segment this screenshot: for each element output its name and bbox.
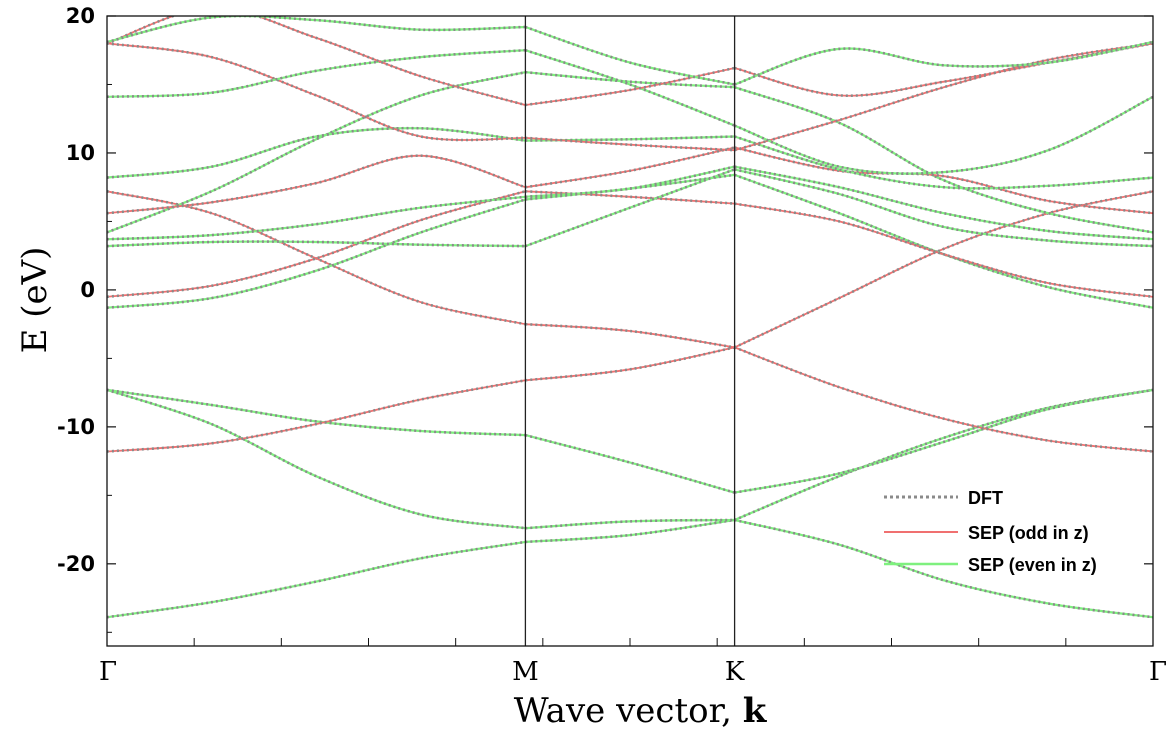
band-dft-40 (524, 48, 736, 127)
band-dft-0 (107, 540, 526, 619)
band-dft-46 (524, 25, 735, 86)
band-dft-7 (525, 433, 735, 494)
y-ticks: 20 10 0 -10 -20 (57, 4, 1153, 633)
band-dft-1 (525, 518, 735, 544)
x-tick-label-3: Γ (1149, 657, 1167, 687)
band-dft-18 (107, 190, 526, 299)
band-dft-42 (107, 16, 526, 107)
band-dft-29 (734, 85, 1153, 234)
band-dft-37 (525, 136, 735, 152)
legend-label-odd: SEP (odd in z) (968, 523, 1089, 543)
band-dft-2 (734, 518, 1153, 619)
band-dft-9 (107, 379, 526, 453)
band-dft-24 (107, 195, 526, 241)
band-dft-30 (107, 154, 526, 215)
band-dft-26 (734, 165, 1153, 241)
y-tick-label-3: -10 (57, 415, 95, 439)
band-dft-10 (525, 346, 735, 382)
band-dft-45 (107, 16, 526, 44)
band-sep-odd-38 (734, 42, 1153, 152)
y-axis-title: E (eV) (15, 247, 55, 354)
band-dft-8 (734, 388, 1153, 494)
band-dft-20 (734, 202, 1153, 299)
y-tick-label-0: 20 (66, 4, 95, 28)
band-sep-even-47 (734, 40, 1153, 86)
band-dft-41 (734, 95, 1153, 175)
legend-label-dft: DFT (968, 488, 1003, 508)
band-dft-32 (734, 146, 1153, 215)
x-tick-label-0: Γ (99, 657, 117, 687)
x-tick-label-1: M (512, 657, 539, 687)
band-dft-39 (107, 48, 526, 99)
band-lines (107, 16, 1153, 619)
band-dft-23 (734, 168, 1153, 248)
legend: DFT SEP (odd in z) SEP (even in z) (884, 488, 1097, 575)
band-dft-3 (107, 388, 526, 530)
band-dft-28 (525, 70, 735, 89)
y-tick-label-1: 10 (66, 141, 95, 165)
band-sep-odd-36 (107, 42, 526, 141)
band-dft-31 (525, 146, 735, 189)
band-dft-6 (107, 388, 526, 437)
y-tick-label-4: -20 (57, 552, 95, 576)
band-sep-even-21 (107, 240, 526, 248)
legend-label-even: SEP (even in z) (968, 555, 1097, 575)
x-axis-title-text: Wave vector, (514, 691, 743, 731)
band-dft-43 (525, 66, 735, 107)
band-dft-22 (524, 168, 736, 248)
band-sep-even-33 (107, 127, 526, 179)
band-dft-13 (525, 322, 735, 349)
x-axis-title: Wave vector, k (514, 691, 768, 731)
x-tick-label-2: K (725, 657, 745, 687)
y-tick-label-2: 0 (80, 278, 95, 302)
x-axis-title-bold: k (743, 691, 768, 731)
band-dft-25 (525, 165, 735, 199)
band-dft-19 (525, 190, 735, 205)
band-dft-11 (734, 346, 1153, 453)
band-dft-4 (525, 518, 735, 530)
band-dft-35 (734, 135, 1153, 190)
symmetry-lines (524, 16, 736, 646)
band-dft-15 (107, 198, 526, 309)
band-dft-14 (734, 190, 1153, 349)
band-dft-5 (734, 388, 1153, 522)
